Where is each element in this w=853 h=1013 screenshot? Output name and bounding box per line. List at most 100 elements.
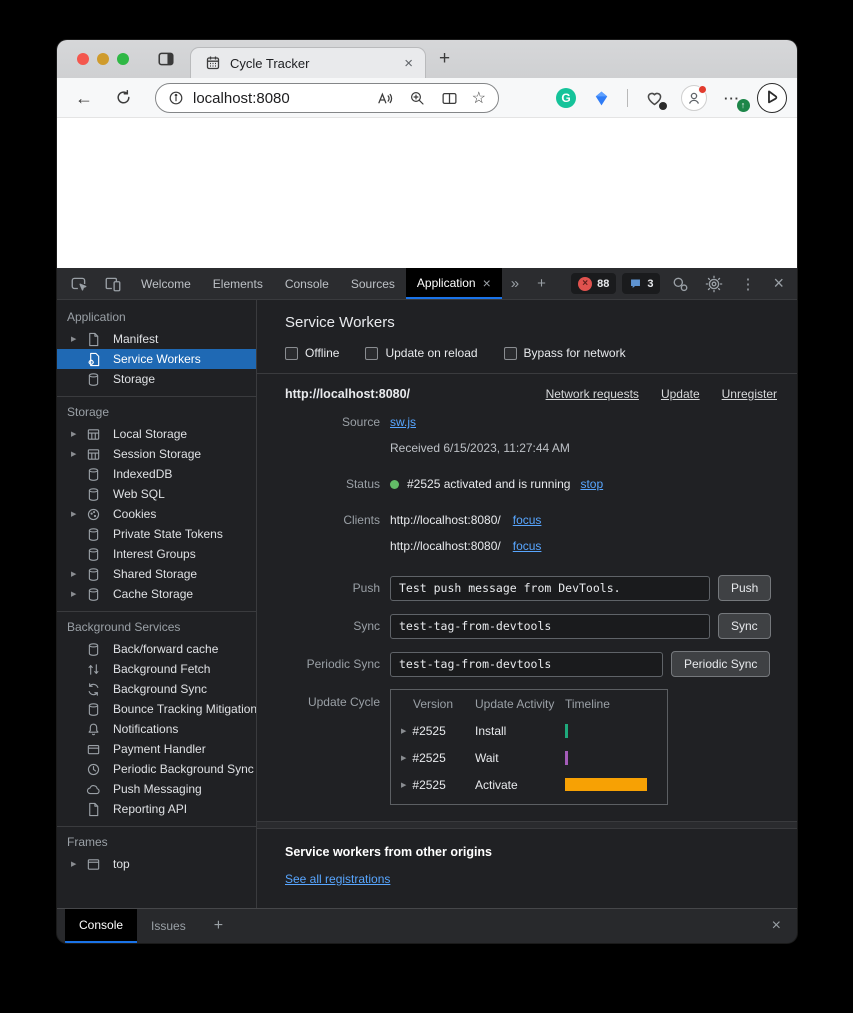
sidebar-item-web-sql[interactable]: Web SQL (57, 484, 256, 504)
sidebar-item-push-messaging[interactable]: Push Messaging (57, 779, 256, 799)
checkbox-icon[interactable] (285, 346, 298, 360)
new-tab-button[interactable]: + (439, 48, 451, 69)
expander-icon[interactable]: ▶ (71, 451, 77, 458)
device-toolbar-button[interactable] (96, 268, 130, 299)
table-row[interactable]: ▶ #2525 Wait (391, 744, 667, 771)
expander-icon[interactable]: ▶ (71, 861, 77, 868)
back-button[interactable]: ← (75, 87, 93, 108)
network-requests-link[interactable]: Network requests (545, 387, 639, 401)
sidebar-item-label: Manifest (113, 332, 159, 346)
inspect-element-button[interactable] (57, 268, 96, 299)
sidebar-item-reporting-api[interactable]: Reporting API (57, 799, 256, 819)
sidebar-item-storage[interactable]: Storage (57, 369, 256, 389)
tab-sources[interactable]: Sources (350, 276, 395, 291)
periodic-sync-button[interactable]: Periodic Sync (671, 651, 771, 677)
sidebar-item-background-sync[interactable]: Background Sync (57, 679, 256, 699)
sidebar-item-back-forward-cache[interactable]: Back/forward cache (57, 639, 256, 659)
focus-mode-button[interactable] (663, 268, 697, 299)
expander-icon[interactable]: ▶ (401, 727, 407, 735)
address-bar[interactable]: localhost:8080 ☆ (155, 83, 499, 113)
more-menu-button[interactable]: ··· ↑ (724, 91, 750, 112)
checkbox-offline[interactable]: Offline (285, 346, 339, 360)
focus-link[interactable]: focus (512, 539, 542, 553)
browser-tab[interactable]: Cycle Tracker × (190, 47, 426, 78)
expander-icon[interactable]: ▶ (401, 781, 407, 789)
more-tabs-button[interactable]: » (510, 275, 520, 292)
cloud-icon (86, 782, 101, 797)
sidebar-item-local-storage[interactable]: ▶ Local Storage (57, 424, 256, 444)
table-row[interactable]: ▶ #2525 Install (391, 717, 667, 744)
sidebar-item-periodic-background-sync[interactable]: Periodic Background Sync (57, 759, 256, 779)
tab-console[interactable]: Console (284, 276, 329, 291)
favorites-star-icon[interactable]: ☆ (471, 90, 486, 107)
periodic-sync-input[interactable] (390, 651, 663, 677)
zoom-window-button[interactable] (117, 53, 129, 65)
settings-button[interactable] (697, 268, 731, 299)
timeline-bar-wait (565, 750, 568, 765)
sidebar-item-top-frame[interactable]: ▶ top (57, 854, 256, 874)
minimize-window-button[interactable] (97, 53, 109, 65)
drawer-add-tab-button[interactable]: + (213, 917, 224, 934)
info-icon[interactable] (168, 90, 184, 106)
grammarly-extension-icon[interactable]: G (556, 88, 576, 108)
sidebar-item-private-state-tokens[interactable]: Private State Tokens (57, 524, 256, 544)
table-row[interactable]: ▶ #2525 Activate (391, 771, 667, 798)
tab-elements[interactable]: Elements (212, 276, 263, 291)
split-screen-icon[interactable] (441, 90, 458, 107)
sidebar-item-cache-storage[interactable]: ▶ Cache Storage (57, 584, 256, 604)
copilot-icon[interactable] (757, 83, 787, 113)
add-devtools-tab-button[interactable]: + (537, 275, 546, 292)
expander-icon[interactable]: ▶ (71, 511, 77, 518)
sidebar-item-service-workers[interactable]: Service Workers (57, 349, 256, 369)
drawer-tab-issues[interactable]: Issues (151, 919, 186, 933)
sidebar-item-indexeddb[interactable]: IndexedDB (57, 464, 256, 484)
checkbox-bypass-for-network[interactable]: Bypass for network (503, 346, 626, 360)
sidebar-item-cookies[interactable]: ▶ Cookies (57, 504, 256, 524)
blue-diamond-extension-icon[interactable] (593, 90, 610, 107)
checkbox-icon[interactable] (365, 346, 379, 360)
tab-application[interactable]: Application × (405, 268, 502, 299)
issues-badge[interactable]: 3 (622, 273, 661, 294)
drawer-tab-console[interactable]: Console (65, 909, 138, 943)
focus-link[interactable]: focus (512, 513, 542, 527)
sidebar-item-session-storage[interactable]: ▶ Session Storage (57, 444, 256, 464)
expander-icon[interactable]: ▶ (71, 571, 77, 578)
refresh-button[interactable] (115, 89, 132, 106)
sync-button[interactable]: Sync (718, 613, 771, 639)
update-link[interactable]: Update (660, 387, 700, 401)
see-all-registrations-link[interactable]: See all registrations (285, 872, 391, 886)
tab-welcome[interactable]: Welcome (141, 276, 191, 291)
expander-icon[interactable]: ▶ (71, 336, 77, 343)
expander-icon[interactable]: ▶ (401, 754, 407, 762)
close-window-button[interactable] (77, 53, 89, 65)
zoom-icon[interactable] (409, 90, 425, 106)
drawer-close-button[interactable]: × (771, 917, 781, 934)
sidebar-item-interest-groups[interactable]: Interest Groups (57, 544, 256, 564)
sidebar-item-bounce-tracking-mitigation[interactable]: Bounce Tracking Mitigation (57, 699, 256, 719)
application-tab-close-icon[interactable]: × (482, 274, 491, 291)
sidebar-item-shared-storage[interactable]: ▶ Shared Storage (57, 564, 256, 584)
sidebar-item-payment-handler[interactable]: Payment Handler (57, 739, 256, 759)
push-button[interactable]: Push (718, 575, 772, 601)
error-badge[interactable]: × 88 (571, 273, 617, 294)
tab-overview-button[interactable] (157, 50, 175, 68)
sidebar-item-notifications[interactable]: Notifications (57, 719, 256, 739)
sidebar-item-background-fetch[interactable]: Background Fetch (57, 659, 256, 679)
sw-source-link[interactable]: sw.js (390, 415, 417, 429)
close-devtools-button[interactable]: × (773, 273, 784, 293)
stop-link[interactable]: stop (580, 477, 604, 491)
unregister-link[interactable]: Unregister (721, 387, 777, 401)
checkbox-update-on-reload[interactable]: Update on reload (365, 346, 478, 360)
registration-origin: http://localhost:8080/ (285, 387, 411, 401)
expander-icon[interactable]: ▶ (71, 591, 77, 598)
push-input[interactable] (390, 575, 710, 601)
sidebar-item-manifest[interactable]: ▶ Manifest (57, 329, 256, 349)
profile-avatar[interactable] (681, 85, 707, 111)
more-options-button[interactable]: ⋮ (740, 275, 756, 293)
read-aloud-icon[interactable] (376, 90, 393, 107)
checkbox-icon[interactable] (503, 346, 517, 360)
expander-icon[interactable]: ▶ (71, 431, 77, 438)
browser-essentials-icon[interactable] (645, 89, 667, 110)
tab-close-icon[interactable]: × (404, 54, 413, 72)
sync-input[interactable] (390, 613, 710, 639)
